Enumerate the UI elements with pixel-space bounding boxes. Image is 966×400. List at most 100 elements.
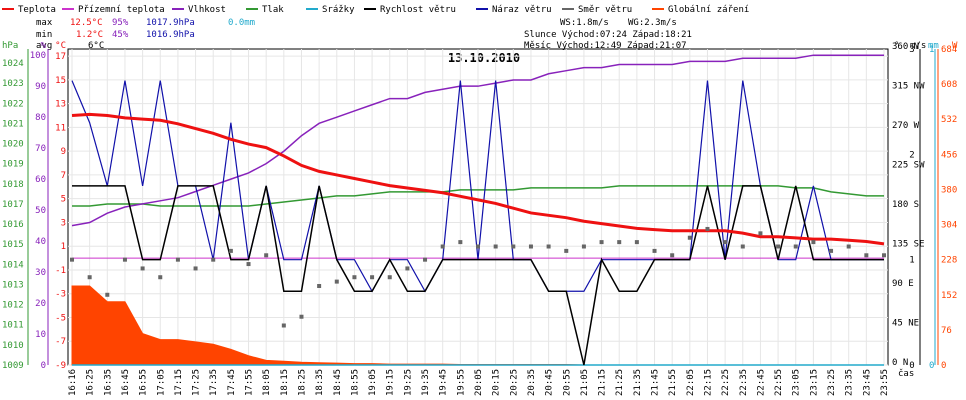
rain-axis-tick-1: 0 <box>929 361 934 371</box>
percent-axis-tick-4: 60 <box>35 175 46 185</box>
wind-direction-point-4 <box>140 266 145 271</box>
percent-axis-tick-2: 80 <box>35 113 46 123</box>
percent-axis-tick-9: 10 <box>35 330 46 340</box>
wind-direction-point-28 <box>564 248 569 253</box>
x-tick-19: 19:25 <box>403 369 413 396</box>
wind-direction-point-3 <box>122 257 127 262</box>
chart-title: 13.10.2010 <box>448 51 520 65</box>
wind-direction-point-9 <box>228 248 233 253</box>
x-tick-26: 20:35 <box>527 369 537 396</box>
wind-direction-point-13 <box>299 314 304 319</box>
x-tick-2: 16:35 <box>103 369 113 396</box>
direction-axis-tick-0: 360 N <box>892 42 919 52</box>
wind-direction-point-43 <box>829 248 834 253</box>
legend-label-6: Náraz větru <box>492 5 552 15</box>
x-tick-17: 19:05 <box>368 369 378 396</box>
x-tick-9: 17:45 <box>227 369 237 396</box>
celsius-axis-tick-10: -3 <box>55 290 66 300</box>
wind-direction-point-38 <box>740 244 745 249</box>
x-tick-40: 22:55 <box>774 369 784 396</box>
x-tick-41: 23:05 <box>792 369 802 396</box>
summary-min-temp: 1.2°C <box>76 30 103 40</box>
summary-max-temp: 12.5°C <box>70 18 103 28</box>
celsius-axis-tick-7: 3 <box>61 218 66 228</box>
legend-label-7: Směr větru <box>578 5 632 15</box>
x-tick-3: 16:45 <box>121 369 131 396</box>
x-tick-31: 21:25 <box>615 369 625 396</box>
x-tick-5: 17:05 <box>156 369 166 396</box>
wind-direction-point-46 <box>882 253 886 258</box>
wind-direction-point-37 <box>723 240 728 245</box>
direction-axis-tick-6: 90 E <box>892 279 914 289</box>
legend-label-3: Tlak <box>262 5 284 15</box>
x-tick-30: 21:15 <box>598 369 608 396</box>
celsius-axis-tick-13: -9 <box>55 361 66 371</box>
direction-axis-tick-7: 45 NE <box>892 319 919 329</box>
wind-direction-point-6 <box>175 257 180 262</box>
axes: hPa1024102310221021102010191018101710161… <box>2 41 958 396</box>
wind-direction-point-0 <box>70 257 74 262</box>
radiation-axis-tick-6: 228 <box>941 256 957 266</box>
wind-direction-point-11 <box>264 253 269 258</box>
summary-panel: max 12.5°C 95% 1017.9hPa 0.0mm min 1.2°C… <box>36 18 692 51</box>
hpa-axis-tick-1: 1023 <box>2 79 24 89</box>
x-tick-27: 20:45 <box>545 369 555 396</box>
wind-direction-point-10 <box>246 262 251 267</box>
celsius-axis-unit: °C <box>55 41 66 51</box>
celsius-axis-tick-9: -1 <box>55 266 66 276</box>
hpa-axis-tick-12: 1012 <box>2 301 24 311</box>
hpa-axis-tick-10: 1014 <box>2 260 24 270</box>
x-tick-37: 22:25 <box>721 369 731 396</box>
x-tick-18: 19:15 <box>386 369 396 396</box>
wind-direction-point-39 <box>758 231 763 236</box>
wind-direction-point-35 <box>687 235 692 240</box>
wind-direction-point-42 <box>811 240 816 245</box>
radiation-axis-tick-5: 304 <box>941 221 957 231</box>
summary-min-pressure: 1016.9hPa <box>146 30 195 40</box>
celsius-axis-tick-2: 13 <box>55 100 66 110</box>
summary-max-humidity: 95% <box>112 18 129 28</box>
radiation-axis-tick-7: 152 <box>941 291 957 301</box>
legend-label-0: Teplota <box>18 5 56 15</box>
percent-axis-tick-10: 0 <box>41 361 46 371</box>
hpa-axis-tick-11: 1013 <box>2 280 24 290</box>
wind-direction-point-23 <box>476 244 480 249</box>
x-tick-46: 23:55 <box>880 369 890 396</box>
percent-axis-tick-1: 90 <box>35 82 46 92</box>
summary-max-rain: 0.0mm <box>228 18 255 28</box>
radiation-axis-tick-9: 0 <box>941 361 946 371</box>
x-tick-32: 21:35 <box>633 369 643 396</box>
radiation-axis-tick-4: 380 <box>941 185 957 195</box>
x-tick-33: 21:45 <box>651 369 661 396</box>
wind-direction-point-20 <box>423 257 428 262</box>
wind-direction-point-14 <box>317 284 322 288</box>
x-tick-29: 21:05 <box>580 369 590 396</box>
wind-axis-tick-2: 1 <box>909 256 914 266</box>
series-humidity-line <box>71 54 884 227</box>
hpa-axis-tick-15: 1009 <box>2 361 24 371</box>
legend-label-8: Globální záření <box>668 5 749 15</box>
celsius-axis-tick-8: 1 <box>61 242 66 252</box>
x-tick-22: 19:55 <box>456 369 466 396</box>
direction-axis-tick-3: 225 SW <box>892 161 925 171</box>
hpa-axis-tick-9: 1015 <box>2 240 24 250</box>
legend: Teplota Přízemní teplota Vlhkost Tlak Srážky… <box>2 5 749 15</box>
wind-direction-point-45 <box>864 253 869 258</box>
percent-axis-tick-8: 20 <box>35 299 46 309</box>
summary-wind-speed: WS:1.8m/s <box>560 18 609 28</box>
percent-axis-tick-6: 40 <box>35 237 46 247</box>
x-tick-24: 20:15 <box>492 369 502 396</box>
summary-avg-temp: 6°C <box>88 41 104 51</box>
celsius-axis-tick-0: 17 <box>55 52 66 62</box>
direction-axis-tick-2: 270 W <box>892 121 920 131</box>
x-tick-43: 23:25 <box>827 369 837 396</box>
x-tick-15: 18:45 <box>333 369 343 396</box>
x-tick-35: 22:05 <box>686 369 696 396</box>
wind-direction-point-12 <box>281 323 286 328</box>
x-tick-1: 16:25 <box>86 369 96 396</box>
x-tick-36: 22:15 <box>703 369 713 396</box>
wind-direction-point-19 <box>405 266 410 271</box>
x-tick-16: 18:55 <box>350 369 360 396</box>
hpa-axis-tick-5: 1019 <box>2 160 24 170</box>
direction-axis-tick-4: 180 S <box>892 200 919 210</box>
